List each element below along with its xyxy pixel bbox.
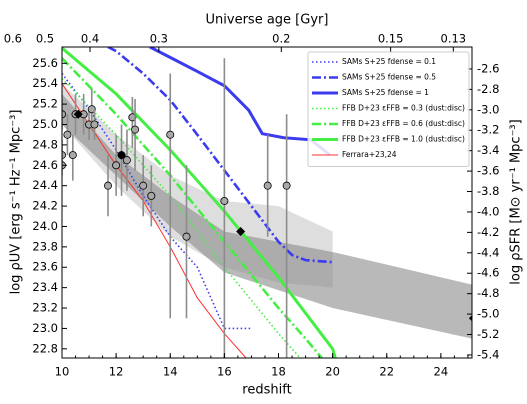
x2-tick-label: 0.15 bbox=[378, 32, 404, 46]
y2-axis-label: log ρSFR [M⊙ yr⁻¹ Mpc⁻³] bbox=[509, 119, 524, 284]
data-point bbox=[220, 196, 229, 205]
x-tick-label: 14 bbox=[163, 365, 178, 379]
x2-tick-label: 0.4 bbox=[81, 32, 99, 46]
legend-box bbox=[307, 51, 470, 167]
legend-label: FFB D+23 εFFB = 0.3 (dust:disc) bbox=[342, 104, 465, 113]
data-point bbox=[128, 113, 137, 122]
data-point bbox=[122, 156, 131, 165]
data-point bbox=[131, 125, 140, 134]
axes: 10 12 14 16 18 20 22 24 22.8 23.0 23.2 23.4 23.6 23.8… bbox=[4, 32, 500, 379]
diamond-point bbox=[117, 150, 127, 160]
x2-tick-label: 0.3 bbox=[150, 32, 168, 46]
legend-label: SAMs S+25 fdense = 0.1 bbox=[342, 57, 436, 66]
y2-tick-label: -3.8 bbox=[477, 184, 499, 198]
y2-tick-label: -5.2 bbox=[477, 327, 499, 341]
data-point bbox=[90, 120, 99, 129]
y-tick-label: 24.4 bbox=[32, 178, 58, 192]
band bbox=[62, 83, 333, 288]
series-line bbox=[62, 83, 247, 358]
y-tick-label: 23.4 bbox=[32, 280, 58, 294]
x2-tick-label: 0.2 bbox=[272, 32, 290, 46]
data-point bbox=[63, 130, 72, 139]
x2-tick-label: 0.6 bbox=[4, 32, 22, 46]
y-tick-label: 24.0 bbox=[32, 219, 58, 233]
y2-tick-label: -2.6 bbox=[477, 61, 499, 75]
x-tick-label: 12 bbox=[109, 365, 124, 379]
data-point bbox=[104, 181, 113, 190]
x-tick-label: 20 bbox=[325, 365, 340, 379]
y2-tick-label: -5.0 bbox=[477, 307, 499, 321]
y2-tick-label: -3.0 bbox=[477, 102, 499, 116]
y-tick-label: 24.8 bbox=[32, 137, 58, 151]
y-tick-label: 25.2 bbox=[32, 97, 58, 111]
data-point bbox=[282, 181, 291, 190]
plot-area bbox=[62, 47, 472, 358]
y2-tick-label: -3.4 bbox=[477, 143, 499, 157]
data-point bbox=[166, 130, 175, 139]
x2-tick-label: 0.5 bbox=[36, 32, 54, 46]
y2-tick-label: -5.4 bbox=[477, 347, 499, 361]
legend-label: Ferrara+23,24 bbox=[342, 150, 397, 159]
x-tick-label: 16 bbox=[217, 365, 232, 379]
y2-tick-label: -3.6 bbox=[477, 164, 499, 178]
data-point bbox=[147, 191, 156, 200]
y-tick-label: 25.4 bbox=[32, 76, 58, 90]
diamond-point bbox=[73, 109, 83, 119]
data-point bbox=[139, 181, 148, 190]
y2-tick-label: -4.0 bbox=[477, 204, 499, 218]
x2-tick-label: 0.13 bbox=[441, 32, 467, 46]
y2-tick-label: -4.4 bbox=[477, 245, 499, 259]
y2-tick-label: -4.8 bbox=[477, 286, 499, 300]
y-tick-label: 22.8 bbox=[32, 341, 58, 355]
top-axis-label: Universe age [Gyr] bbox=[206, 13, 329, 28]
x-tick-label: 24 bbox=[434, 365, 449, 379]
data-point bbox=[87, 105, 96, 114]
legend-label: SAMs S+25 fdense = 0.5 bbox=[342, 73, 436, 82]
x-tick-label: 18 bbox=[271, 365, 286, 379]
y2-tick-label: -4.2 bbox=[477, 225, 499, 239]
legend-label: FFB D+23 εFFB = 0.6 (dust:disc) bbox=[342, 119, 465, 128]
y-tick-label: 24.6 bbox=[32, 158, 58, 172]
y-tick-label: 23.6 bbox=[32, 260, 58, 274]
series-line bbox=[62, 78, 301, 358]
data-point bbox=[182, 232, 191, 241]
data-point bbox=[68, 151, 77, 160]
x-tick-label: 10 bbox=[55, 365, 70, 379]
diamond-point bbox=[236, 227, 246, 237]
y-tick-label: 25.6 bbox=[32, 56, 58, 70]
y2-tick-label: -3.2 bbox=[477, 123, 499, 137]
y2-tick-label: -4.6 bbox=[477, 266, 499, 280]
series-line bbox=[149, 47, 331, 157]
legend-label: FFB D+23 εFFB = 1.0 (dust:disc) bbox=[342, 135, 465, 144]
y-axis-label: log ρUV [erg s⁻¹ Hz⁻¹ Mpc⁻³] bbox=[9, 110, 24, 295]
diamond-point bbox=[468, 315, 472, 322]
band bbox=[62, 93, 472, 339]
y-tick-label: 23.2 bbox=[32, 301, 58, 315]
y2-tick-label: -2.8 bbox=[477, 82, 499, 96]
y-tick-label: 23.8 bbox=[32, 239, 58, 253]
x-axis-label: redshift bbox=[242, 383, 291, 398]
data-point bbox=[263, 181, 272, 190]
data-point bbox=[112, 161, 121, 170]
legend-label: SAMs S+25 fdense = 1 bbox=[342, 88, 429, 97]
y-tick-label: 24.2 bbox=[32, 199, 58, 213]
y-tick-label: 23.0 bbox=[32, 321, 58, 335]
plot-frame bbox=[61, 46, 473, 359]
y-tick-label: 25.0 bbox=[32, 117, 58, 131]
x-tick-label: 22 bbox=[379, 365, 394, 379]
